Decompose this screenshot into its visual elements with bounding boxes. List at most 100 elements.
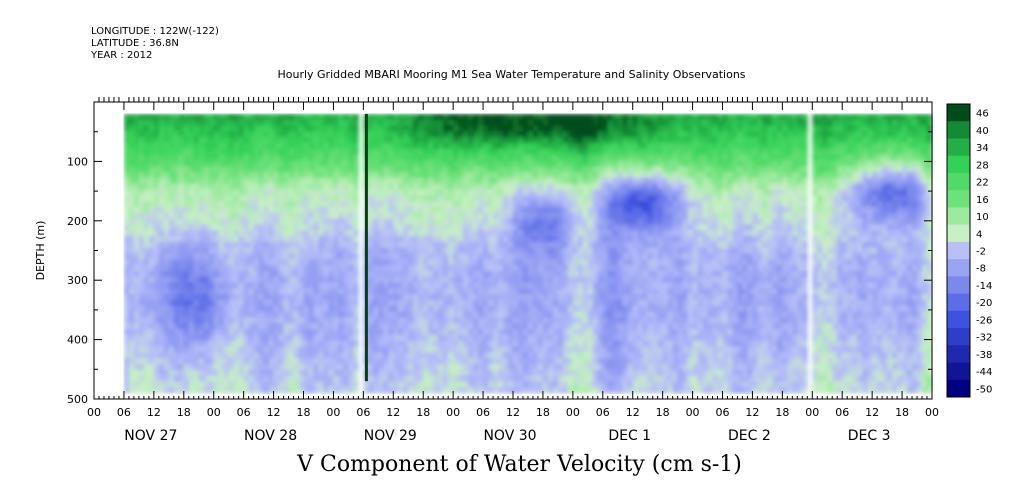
heatmap-cell xyxy=(527,166,534,173)
heatmap-cell xyxy=(248,282,255,289)
heatmap-cell xyxy=(577,137,584,144)
heatmap-cell xyxy=(368,369,374,377)
heatmap-cell xyxy=(562,259,569,266)
heatmap-cell xyxy=(557,142,564,150)
heatmap-cell xyxy=(333,212,340,220)
heatmap-cell xyxy=(443,125,449,132)
heatmap-cell xyxy=(158,166,165,173)
heatmap-cell xyxy=(143,369,150,377)
heatmap-cell xyxy=(243,224,250,231)
heatmap-cell xyxy=(158,317,165,324)
heatmap-cell xyxy=(253,375,260,383)
heatmap-cell xyxy=(627,352,634,359)
heatmap-cell xyxy=(158,323,165,330)
heatmap-cell xyxy=(433,363,439,371)
heatmap-cell xyxy=(278,148,285,156)
heatmap-cell xyxy=(353,352,359,359)
heatmap-cell xyxy=(438,183,444,191)
heatmap-cell xyxy=(592,189,599,196)
heatmap-cell xyxy=(433,270,439,278)
heatmap-cell xyxy=(178,305,185,313)
heatmap-cell xyxy=(403,352,409,359)
heatmap-cell xyxy=(218,323,225,330)
heatmap-cell xyxy=(368,247,374,255)
heatmap-cell xyxy=(587,369,594,377)
heatmap-cell xyxy=(398,270,404,278)
heatmap-cell xyxy=(458,230,464,237)
heatmap-cell xyxy=(592,282,599,289)
heatmap-cell xyxy=(468,300,474,307)
heatmap-cell xyxy=(143,119,150,127)
heatmap-cell xyxy=(258,375,265,383)
heatmap-cell xyxy=(547,137,554,144)
heatmap-cell xyxy=(453,346,459,353)
heatmap-cell xyxy=(393,183,399,191)
heatmap-cell xyxy=(637,172,644,179)
heatmap-cell xyxy=(373,142,379,150)
heatmap-cell xyxy=(597,323,604,330)
heatmap-cell xyxy=(183,387,190,394)
heatmap-cell xyxy=(373,259,379,266)
heatmap-cell xyxy=(383,113,389,121)
heatmap-cell xyxy=(458,166,464,173)
heatmap-cell xyxy=(268,201,275,208)
heatmap-cell xyxy=(198,375,205,383)
heatmap-cell xyxy=(398,363,404,371)
heatmap-cell xyxy=(198,230,205,237)
heatmap-cell xyxy=(223,358,230,365)
heatmap-cell xyxy=(547,201,554,208)
heatmap-cell xyxy=(383,247,389,255)
heatmap-cell xyxy=(258,294,265,301)
heatmap-cell xyxy=(338,183,345,191)
heatmap-cell xyxy=(428,317,434,324)
heatmap-cell xyxy=(143,125,150,132)
heatmap-cell xyxy=(463,300,469,307)
heatmap-cell xyxy=(243,218,250,225)
heatmap-cell xyxy=(178,352,185,359)
heatmap-cell xyxy=(498,142,504,150)
heatmap-cell xyxy=(173,119,180,127)
heatmap-cell xyxy=(632,300,639,307)
heatmap-cell xyxy=(188,218,195,225)
heatmap-cell xyxy=(218,294,225,301)
heatmap-cell xyxy=(268,148,275,156)
heatmap-cell xyxy=(223,224,230,231)
heatmap-cell xyxy=(183,276,190,284)
heatmap-cell xyxy=(368,189,374,196)
heatmap-cell xyxy=(418,247,424,255)
heatmap-cell xyxy=(458,154,464,162)
heatmap-cell xyxy=(473,282,479,289)
heatmap-cell xyxy=(298,230,305,237)
heatmap-cell xyxy=(268,236,275,243)
heatmap-cell xyxy=(288,137,295,144)
heatmap-cell xyxy=(143,148,150,156)
heatmap-cell xyxy=(173,340,180,348)
heatmap-cell xyxy=(303,300,310,307)
heatmap-cell xyxy=(243,183,250,191)
heatmap-cell xyxy=(338,137,345,144)
heatmap-cell xyxy=(532,340,539,348)
heatmap-cell xyxy=(617,160,624,167)
heatmap-cell xyxy=(488,300,494,307)
heatmap-cell xyxy=(378,329,384,336)
heatmap-cell xyxy=(168,160,175,167)
heatmap-cell xyxy=(298,224,305,231)
heatmap-cell xyxy=(453,125,459,132)
heatmap-cell xyxy=(527,119,534,127)
heatmap-cell xyxy=(508,230,514,237)
heatmap-cell xyxy=(562,247,569,255)
heatmap-cell xyxy=(208,212,215,220)
heatmap-cell xyxy=(498,189,504,196)
heatmap-cell xyxy=(592,247,599,255)
heatmap-cell xyxy=(123,305,130,313)
heatmap-cell xyxy=(503,253,509,260)
heatmap-cell xyxy=(463,317,469,324)
heatmap-cell xyxy=(328,346,335,353)
heatmap-cell xyxy=(293,183,300,191)
heatmap-cell xyxy=(448,172,454,179)
heatmap-cell xyxy=(208,160,215,167)
heatmap-cell xyxy=(368,183,374,191)
heatmap-cell xyxy=(448,346,454,353)
heatmap-cell xyxy=(542,329,549,336)
heatmap-cell xyxy=(258,265,265,272)
